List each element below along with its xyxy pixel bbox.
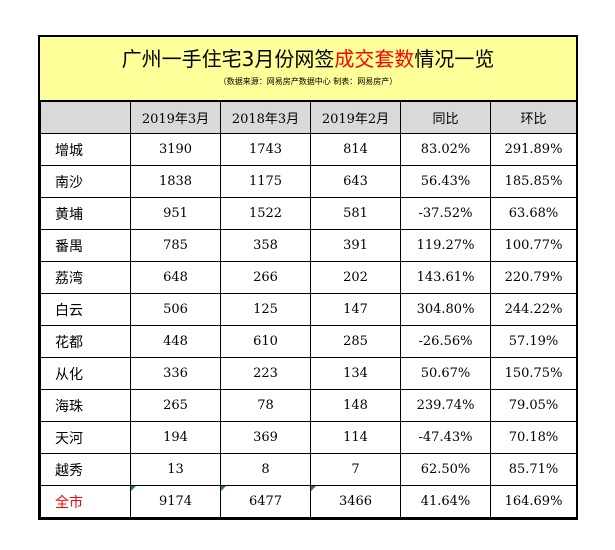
page-title: 广州一手住宅3月份网签成交套数情况一览 — [40, 46, 576, 72]
cell-yoy: 62.50% — [400, 453, 491, 486]
header-cell-2019-03: 2019年3月 — [130, 101, 221, 134]
cell-district: 海珠 — [40, 389, 131, 422]
cell-value-2019-02: 285 — [310, 325, 401, 358]
cell-value-2018-03: 1743 — [220, 133, 311, 166]
cell-mom: 85.71% — [490, 453, 577, 486]
cell-value-2019-02: 3466 — [310, 485, 401, 518]
header-row: 2019年3月 2018年3月 2019年2月 同比 环比 — [40, 101, 577, 134]
cell-district: 越秀 — [40, 453, 131, 486]
cell-value-2018-03: 223 — [220, 357, 311, 390]
cell-district: 全市 — [40, 485, 131, 518]
cell-district: 从化 — [40, 357, 131, 390]
cell-mom: 244.22% — [490, 293, 577, 326]
title-band: 广州一手住宅3月份网签成交套数情况一览 （数据来源：网易房产数据中心 制表：网易… — [40, 37, 576, 101]
table-row: 南沙 1838 1175 643 56.43% 185.85% — [40, 165, 577, 198]
cell-value-2018-03: 6477 — [220, 485, 311, 518]
cell-value-2018-03: 1522 — [220, 197, 311, 230]
title-part-2: 情况一览 — [414, 47, 495, 71]
cell-district: 荔湾 — [40, 261, 131, 294]
table-row: 增城 3190 1743 814 83.02% 291.89% — [40, 133, 577, 166]
cell-yoy: 83.02% — [400, 133, 491, 166]
cell-value-2018-03: 610 — [220, 325, 311, 358]
spreadsheet-table: 广州一手住宅3月份网签成交套数情况一览 （数据来源：网易房产数据中心 制表：网易… — [38, 35, 578, 520]
cell-district: 黄埔 — [40, 197, 131, 230]
cell-yoy: 239.74% — [400, 389, 491, 422]
table-row: 海珠 265 78 148 239.74% 79.05% — [40, 389, 577, 422]
table-row: 番禺 785 358 391 119.27% 100.77% — [40, 229, 577, 262]
cell-yoy: 50.67% — [400, 357, 491, 390]
cell-value-2019-03: 13 — [130, 453, 221, 486]
cell-yoy: -47.43% — [400, 421, 491, 454]
cell-mom: 291.89% — [490, 133, 577, 166]
cell-value-2019-02: 7 — [310, 453, 401, 486]
cell-value-2019-03: 506 — [130, 293, 221, 326]
cell-value-2019-03: 336 — [130, 357, 221, 390]
cell-district: 花都 — [40, 325, 131, 358]
cell-value-2019-02: 814 — [310, 133, 401, 166]
cell-mom: 70.18% — [490, 421, 577, 454]
cell-value-2019-03: 3190 — [130, 133, 221, 166]
cell-value-2019-03: 648 — [130, 261, 221, 294]
cell-mom: 100.77% — [490, 229, 577, 262]
total-row: 全市 9174 6477 3466 41.64% 164.69% — [40, 485, 577, 518]
cell-value-2018-03: 358 — [220, 229, 311, 262]
cell-value-2019-02: 391 — [310, 229, 401, 262]
cell-district: 番禺 — [40, 229, 131, 262]
cell-value-2019-02: 581 — [310, 197, 401, 230]
cell-yoy: -26.56% — [400, 325, 491, 358]
cell-value-2019-02: 134 — [310, 357, 401, 390]
header-cell-2019-02: 2019年2月 — [310, 101, 401, 134]
table-row: 荔湾 648 266 202 143.61% 220.79% — [40, 261, 577, 294]
cell-value-2019-02: 202 — [310, 261, 401, 294]
cell-district: 天河 — [40, 421, 131, 454]
table-row: 白云 506 125 147 304.80% 244.22% — [40, 293, 577, 326]
cell-value-2018-03: 266 — [220, 261, 311, 294]
cell-mom: 57.19% — [490, 325, 577, 358]
cell-mom: 164.69% — [490, 485, 577, 518]
cell-value-2019-03: 1838 — [130, 165, 221, 198]
page-subtitle: （数据来源：网易房产数据中心 制表：网易房产） — [218, 77, 398, 86]
cell-yoy: 41.64% — [400, 485, 491, 518]
data-table: 2019年3月 2018年3月 2019年2月 同比 环比 增城 3190 1743… — [40, 101, 577, 518]
header-cell-mom: 环比 — [490, 101, 577, 134]
table-row: 天河 194 369 114 -47.43% 70.18% — [40, 421, 577, 454]
title-part-1: 广州一手住宅3月份网签 — [121, 47, 335, 71]
table-row: 花都 448 610 285 -26.56% 57.19% — [40, 325, 577, 358]
cell-district: 白云 — [40, 293, 131, 326]
title-highlight: 成交套数 — [334, 47, 415, 71]
cell-value-2019-03: 9174 — [130, 485, 221, 518]
cell-yoy: 143.61% — [400, 261, 491, 294]
cell-value-2019-02: 148 — [310, 389, 401, 422]
cell-value-2019-02: 643 — [310, 165, 401, 198]
cell-mom: 79.05% — [490, 389, 577, 422]
cell-mom: 150.75% — [490, 357, 577, 390]
cell-district: 南沙 — [40, 165, 131, 198]
cell-yoy: 304.80% — [400, 293, 491, 326]
cell-mom: 220.79% — [490, 261, 577, 294]
cell-mom: 63.68% — [490, 197, 577, 230]
cell-value-2019-03: 785 — [130, 229, 221, 262]
cell-district: 增城 — [40, 133, 131, 166]
cell-value-2019-03: 951 — [130, 197, 221, 230]
cell-yoy: -37.52% — [400, 197, 491, 230]
cell-value-2018-03: 125 — [220, 293, 311, 326]
cell-value-2018-03: 1175 — [220, 165, 311, 198]
header-cell-2018-03: 2018年3月 — [220, 101, 311, 134]
cell-value-2018-03: 78 — [220, 389, 311, 422]
header-cell-yoy: 同比 — [400, 101, 491, 134]
table-row: 从化 336 223 134 50.67% 150.75% — [40, 357, 577, 390]
cell-value-2019-02: 147 — [310, 293, 401, 326]
cell-value-2019-03: 194 — [130, 421, 221, 454]
cell-yoy: 56.43% — [400, 165, 491, 198]
header-cell-district — [40, 101, 131, 134]
cell-value-2019-03: 448 — [130, 325, 221, 358]
cell-value-2018-03: 369 — [220, 421, 311, 454]
cell-mom: 185.85% — [490, 165, 577, 198]
cell-value-2019-02: 114 — [310, 421, 401, 454]
table-row: 黄埔 951 1522 581 -37.52% 63.68% — [40, 197, 577, 230]
cell-value-2018-03: 8 — [220, 453, 311, 486]
cell-value-2019-03: 265 — [130, 389, 221, 422]
cell-yoy: 119.27% — [400, 229, 491, 262]
table-row: 越秀 13 8 7 62.50% 85.71% — [40, 453, 577, 486]
